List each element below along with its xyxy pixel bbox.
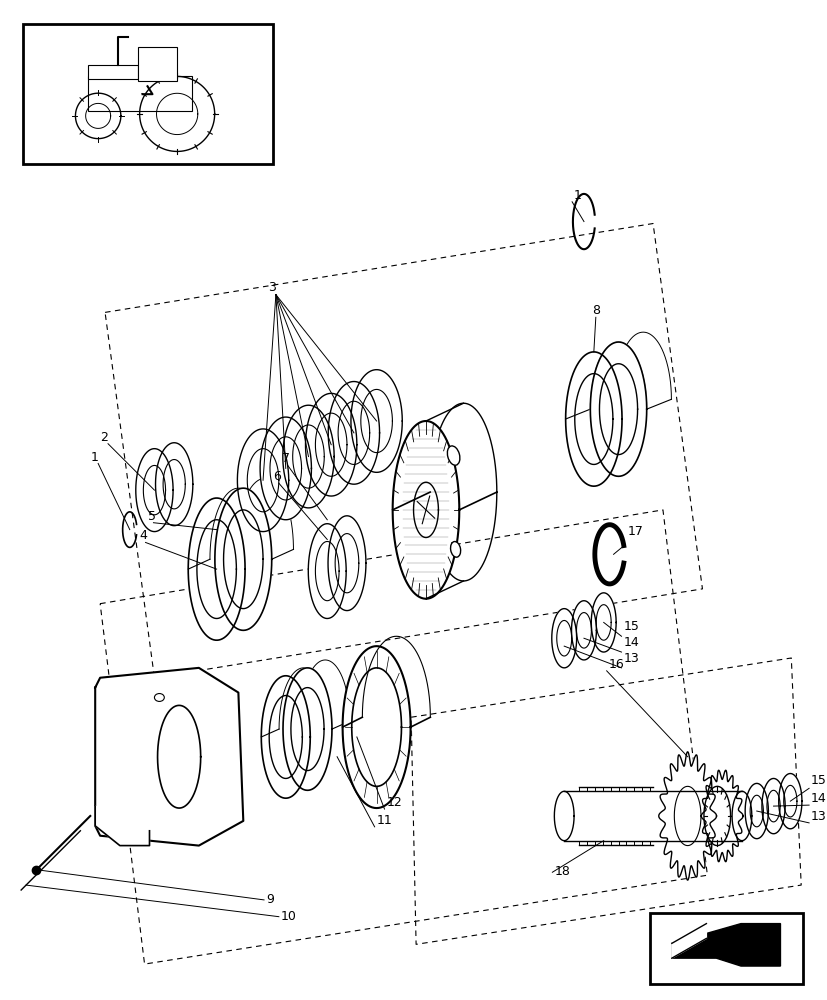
Bar bbox=[649, 913, 802, 984]
Polygon shape bbox=[392, 421, 459, 599]
Text: 14: 14 bbox=[810, 792, 826, 805]
Polygon shape bbox=[283, 668, 332, 790]
Text: 13: 13 bbox=[810, 810, 826, 823]
Bar bbox=[88, 76, 192, 111]
Text: 9: 9 bbox=[265, 893, 274, 906]
Polygon shape bbox=[95, 668, 243, 846]
Polygon shape bbox=[305, 393, 356, 496]
Ellipse shape bbox=[447, 446, 459, 465]
Text: 3: 3 bbox=[268, 281, 275, 294]
Ellipse shape bbox=[155, 694, 164, 701]
Text: 1: 1 bbox=[90, 451, 98, 464]
Text: 6: 6 bbox=[273, 470, 280, 483]
Polygon shape bbox=[351, 370, 402, 472]
Polygon shape bbox=[95, 806, 150, 846]
Polygon shape bbox=[565, 352, 621, 486]
Polygon shape bbox=[215, 488, 271, 630]
Text: 7: 7 bbox=[281, 452, 289, 465]
Text: 1: 1 bbox=[573, 189, 581, 202]
Text: 17: 17 bbox=[627, 525, 643, 538]
Text: 15: 15 bbox=[810, 774, 826, 787]
Ellipse shape bbox=[450, 542, 460, 557]
Polygon shape bbox=[761, 778, 784, 834]
Polygon shape bbox=[136, 449, 173, 532]
Polygon shape bbox=[671, 924, 780, 966]
Polygon shape bbox=[261, 676, 310, 798]
Polygon shape bbox=[777, 774, 801, 829]
Polygon shape bbox=[671, 924, 705, 958]
Text: 8: 8 bbox=[591, 304, 599, 317]
Polygon shape bbox=[571, 601, 595, 660]
Text: 12: 12 bbox=[386, 796, 402, 809]
Polygon shape bbox=[327, 382, 379, 484]
Text: 2: 2 bbox=[100, 431, 108, 444]
Polygon shape bbox=[700, 770, 742, 862]
Polygon shape bbox=[283, 405, 334, 508]
Polygon shape bbox=[590, 342, 646, 476]
Polygon shape bbox=[155, 443, 193, 526]
Text: 13: 13 bbox=[623, 652, 638, 665]
Text: 11: 11 bbox=[376, 814, 392, 827]
Bar bbox=[23, 24, 273, 164]
Polygon shape bbox=[744, 783, 767, 839]
Polygon shape bbox=[658, 752, 715, 880]
Text: 4: 4 bbox=[140, 529, 147, 542]
Bar bbox=[88, 65, 137, 79]
Text: 16: 16 bbox=[608, 658, 624, 671]
Text: 5: 5 bbox=[147, 510, 155, 523]
Polygon shape bbox=[260, 417, 311, 520]
Text: 14: 14 bbox=[623, 636, 638, 649]
Polygon shape bbox=[342, 646, 410, 808]
Polygon shape bbox=[590, 593, 615, 652]
Polygon shape bbox=[551, 609, 576, 668]
Text: 10: 10 bbox=[280, 910, 296, 923]
Text: 18: 18 bbox=[553, 865, 570, 878]
Polygon shape bbox=[308, 524, 346, 618]
Polygon shape bbox=[188, 498, 245, 640]
Polygon shape bbox=[237, 429, 289, 532]
Polygon shape bbox=[327, 516, 366, 611]
Text: 15: 15 bbox=[623, 620, 638, 633]
Bar bbox=[137, 47, 177, 81]
